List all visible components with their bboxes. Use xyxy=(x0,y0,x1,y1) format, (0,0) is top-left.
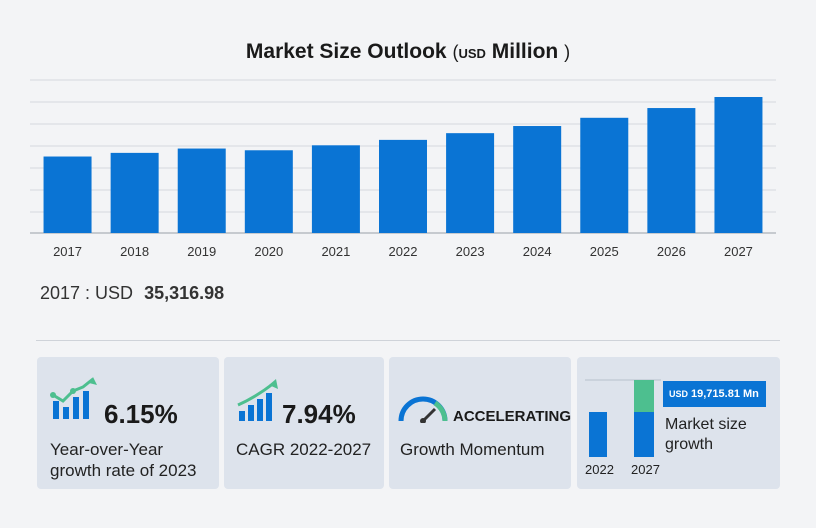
bar-2018 xyxy=(110,152,159,233)
x-tick-label-2023: 2023 xyxy=(456,244,485,259)
growth-line2: growth xyxy=(665,436,714,453)
cagr-label: CAGR 2022-2027 xyxy=(236,440,372,459)
baseline-label: 2017 : USD xyxy=(40,283,134,303)
x-tick-label-2024: 2024 xyxy=(523,244,552,259)
x-tick-label-2021: 2021 xyxy=(321,244,350,259)
cagr-value: 7.94% xyxy=(282,399,356,429)
yoy-value: 6.15% xyxy=(104,399,178,429)
growth-bar-2027-base xyxy=(634,412,654,457)
bar-2019 xyxy=(177,148,226,233)
bar-2024 xyxy=(513,126,562,233)
growth-bar-2027-increment xyxy=(634,380,654,412)
x-tick-label-2027: 2027 xyxy=(724,244,753,259)
x-tick-label-2020: 2020 xyxy=(254,244,283,259)
yoy-line2: growth rate of 2023 xyxy=(50,461,197,480)
bar-2022 xyxy=(379,139,427,233)
bar-2026 xyxy=(647,108,696,233)
title-paren-open: ( xyxy=(452,42,459,62)
x-tick-label-2019: 2019 xyxy=(187,244,216,259)
bar-2020 xyxy=(244,150,293,233)
momentum-card: ACCELERATING Growth Momentum xyxy=(389,357,571,489)
yoy-description: Year-over-Year growth rate of 2023 xyxy=(50,439,196,481)
baseline-value-row: 2017 : USD 35,316.98 xyxy=(40,283,224,304)
momentum-value: ACCELERATING xyxy=(453,408,572,425)
title-paren-close: ) xyxy=(564,42,571,62)
yoy-line1: Year-over-Year xyxy=(50,440,164,459)
x-tick-label-2025: 2025 xyxy=(590,244,619,259)
bar-2025 xyxy=(580,117,629,233)
growth-year-start: 2022 xyxy=(585,462,614,477)
chart-title: Market Size Outlook (USD Million ) xyxy=(0,40,816,64)
momentum-label: Growth Momentum xyxy=(400,440,545,459)
growth-year-end: 2027 xyxy=(631,462,660,477)
growth-comparison-chart xyxy=(585,379,661,457)
cagr-card: 7.94% CAGR 2022-2027 xyxy=(224,357,384,489)
bar-chart: 2017 2018 2019 2020 2021 2022 2023 2024 2025 2026… xyxy=(30,79,776,259)
x-tick-label-2018: 2018 xyxy=(120,244,149,259)
growth-line1: Market size xyxy=(665,416,747,433)
gauge-icon xyxy=(398,396,448,423)
growth-chart-icon xyxy=(50,377,97,419)
growth-badge-unit: USD xyxy=(669,389,689,399)
growth-badge-value: 19,715.81 Mn xyxy=(691,388,759,400)
title-scale: Million xyxy=(491,40,559,63)
bar-2017 xyxy=(43,156,92,233)
growth-description: Market size growth xyxy=(665,415,747,455)
yoy-card: 6.15% Year-over-Year growth rate of 2023 xyxy=(37,357,219,489)
bar-2021 xyxy=(311,145,360,233)
bar-2027 xyxy=(714,97,763,233)
chart-title-text: Market Size Outlook xyxy=(245,40,447,63)
x-tick-label-2017: 2017 xyxy=(53,244,82,259)
section-divider xyxy=(36,340,780,341)
x-tick-label-2026: 2026 xyxy=(657,244,686,259)
growth-value-badge: USD 19,715.81 Mn xyxy=(663,381,766,407)
baseline-value: 35,316.98 xyxy=(144,283,225,303)
title-unit: USD xyxy=(458,46,486,61)
bar-2023 xyxy=(446,133,495,233)
growth-bar-2022 xyxy=(589,412,607,457)
growth-card: 2022 2027 Market size growth xyxy=(577,357,780,489)
cagr-chart-icon xyxy=(237,379,278,421)
x-tick-label-2022: 2022 xyxy=(389,244,418,259)
